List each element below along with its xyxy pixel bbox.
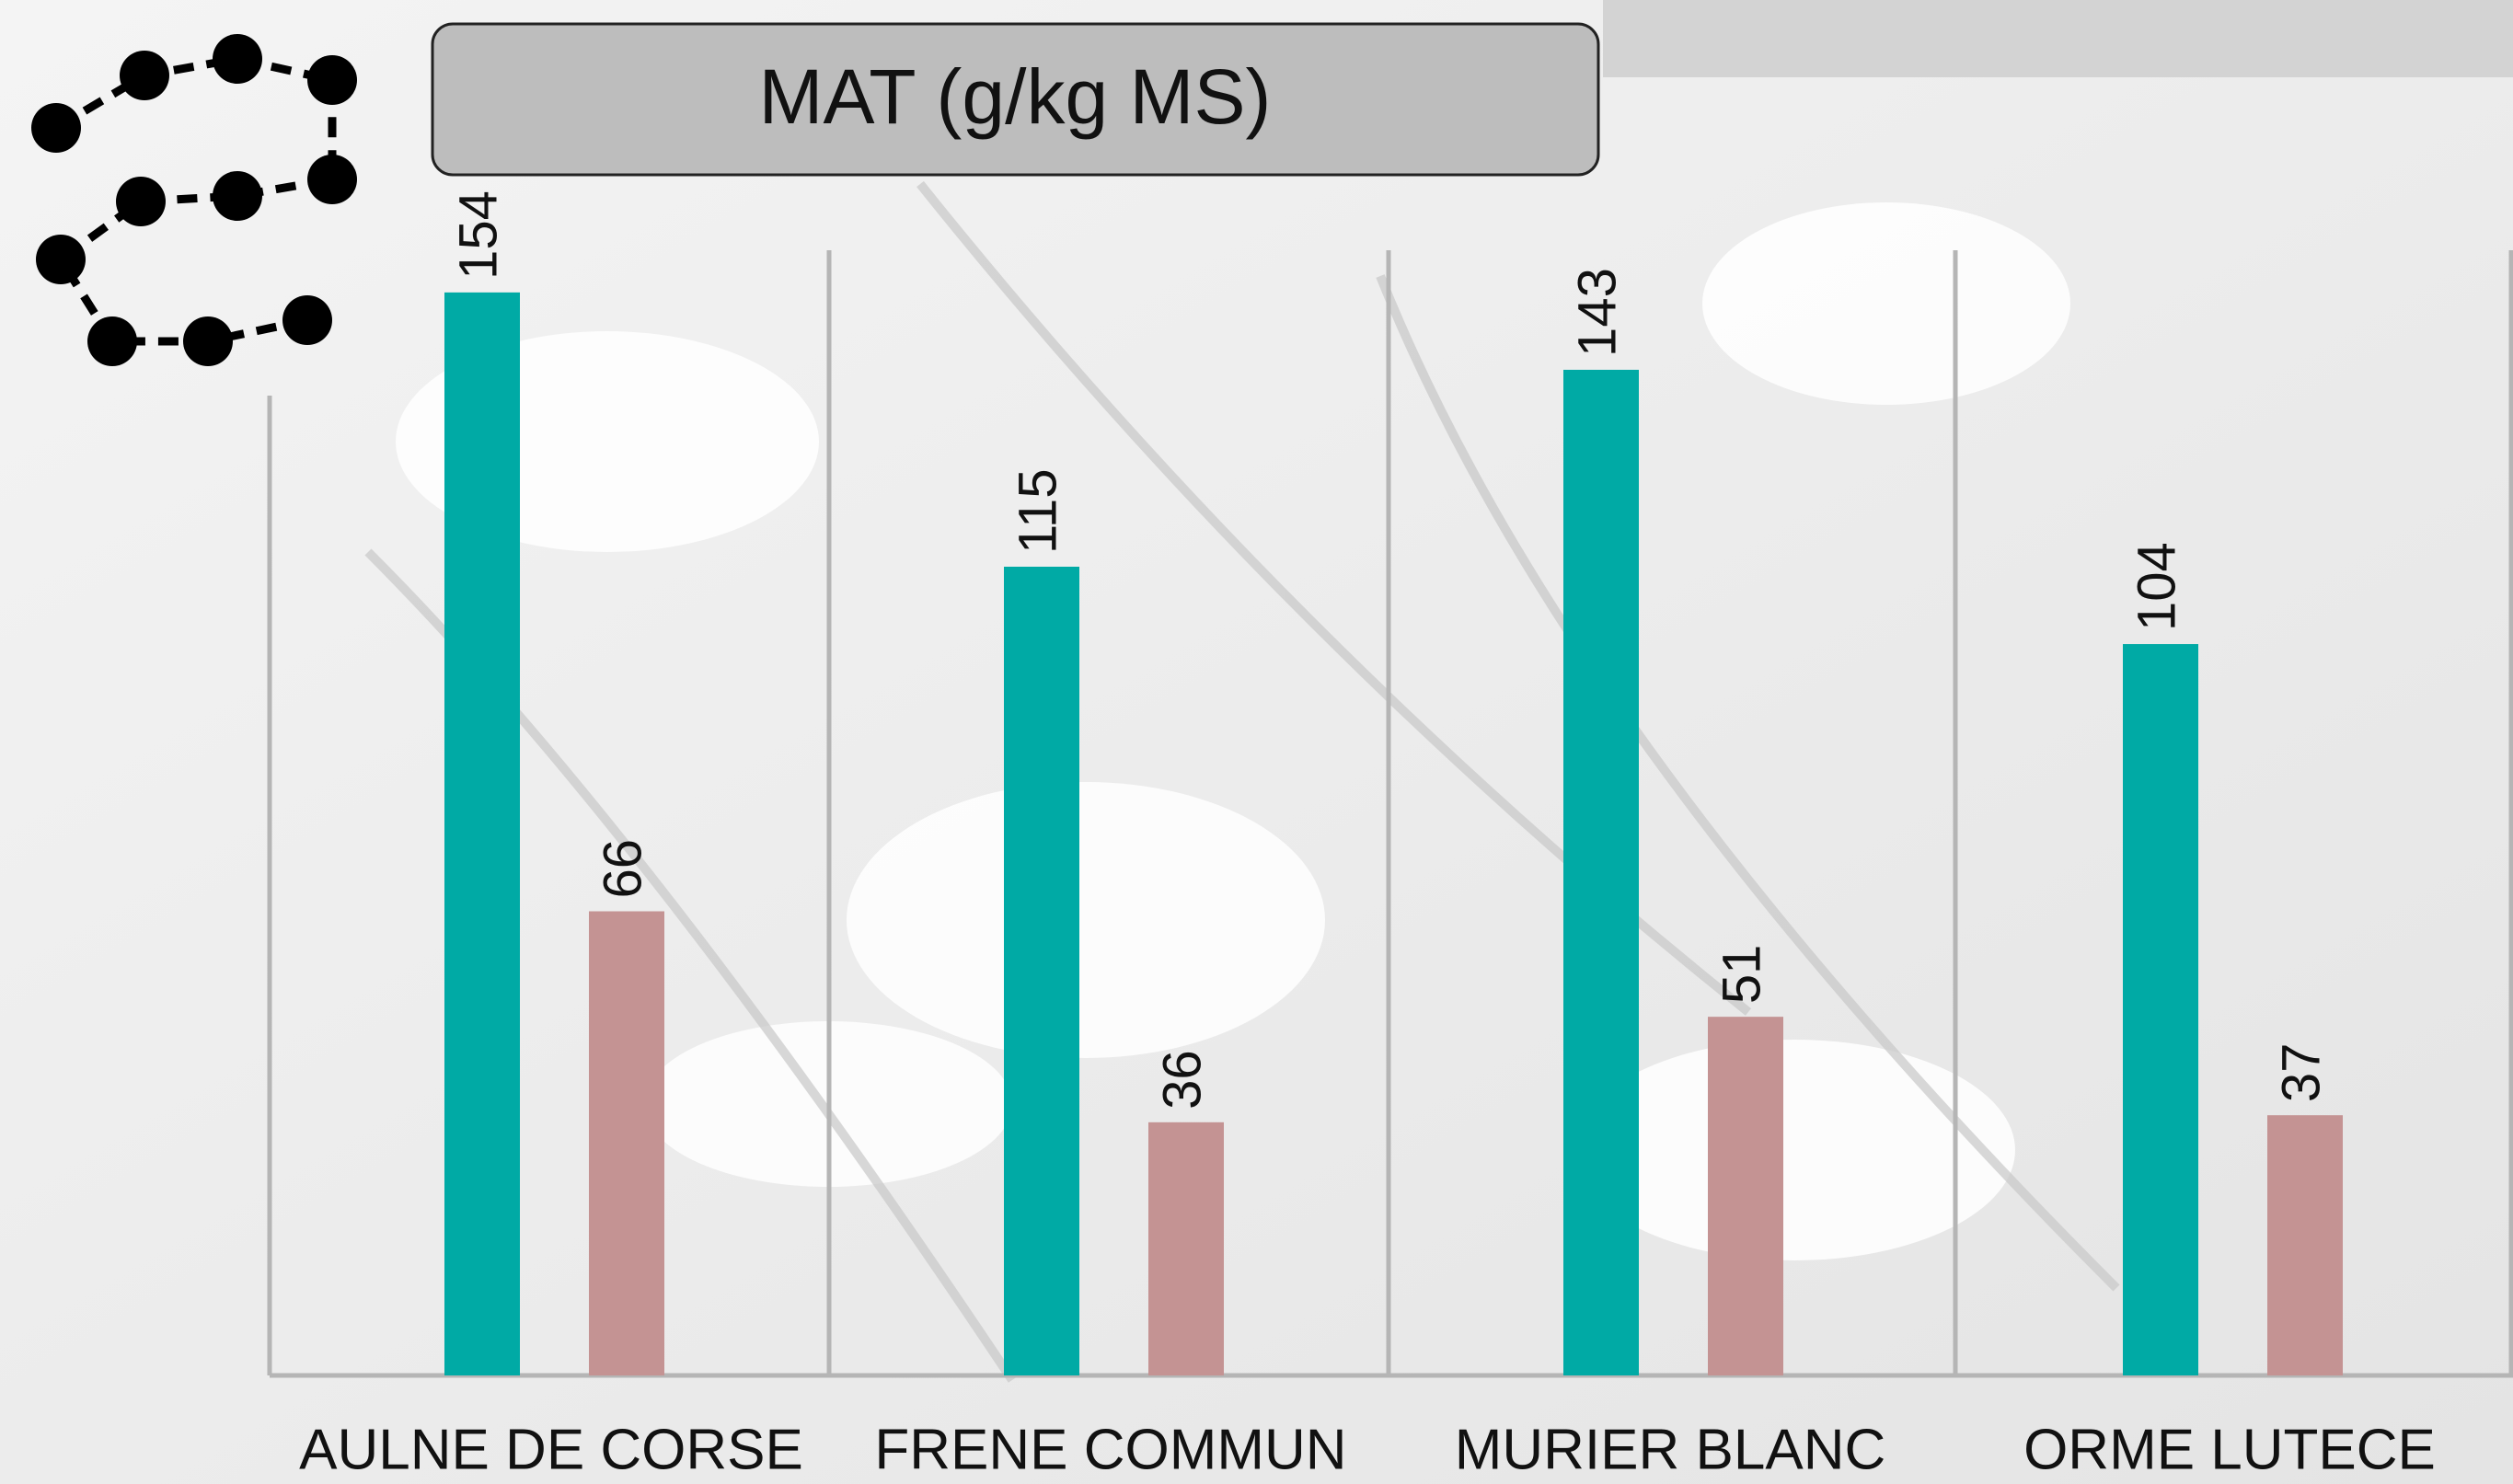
- value-label: 154: [448, 190, 508, 280]
- value-label: 115: [1008, 469, 1067, 554]
- x-tick-label: ORME LUTECE: [2023, 1418, 2436, 1481]
- value-label: 37: [2271, 1043, 2331, 1103]
- value-label: 143: [1567, 268, 1627, 357]
- value-label: 104: [2127, 542, 2186, 631]
- bar: [1563, 370, 1639, 1375]
- bar: [444, 293, 520, 1375]
- page: {"chart_data": {"type": "bar", "title": …: [0, 0, 2513, 1484]
- bar: [589, 912, 664, 1375]
- chart-title: MAT (g/kg MS): [759, 53, 1272, 140]
- x-tick-label: FRENE COMMUN: [874, 1418, 1346, 1481]
- value-label: 51: [1712, 945, 1771, 1005]
- chart: MAT (g/kg MS) AULNE DE CORSE 154 66 FRENE C…: [0, 0, 2513, 1484]
- x-tick-label: MURIER BLANC: [1455, 1418, 1886, 1481]
- top-band: [1603, 0, 2513, 77]
- x-tick-label: AULNE DE CORSE: [299, 1418, 803, 1481]
- bar: [1004, 567, 1079, 1375]
- bar: [1708, 1017, 1783, 1375]
- bar: [1148, 1122, 1224, 1375]
- value-label: 36: [1152, 1050, 1212, 1110]
- bar: [2123, 644, 2198, 1375]
- bar: [2267, 1115, 2343, 1375]
- value-label: 66: [593, 839, 652, 899]
